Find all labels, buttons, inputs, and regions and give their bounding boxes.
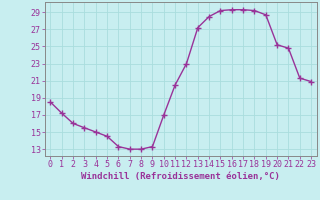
X-axis label: Windchill (Refroidissement éolien,°C): Windchill (Refroidissement éolien,°C) [81,172,280,181]
